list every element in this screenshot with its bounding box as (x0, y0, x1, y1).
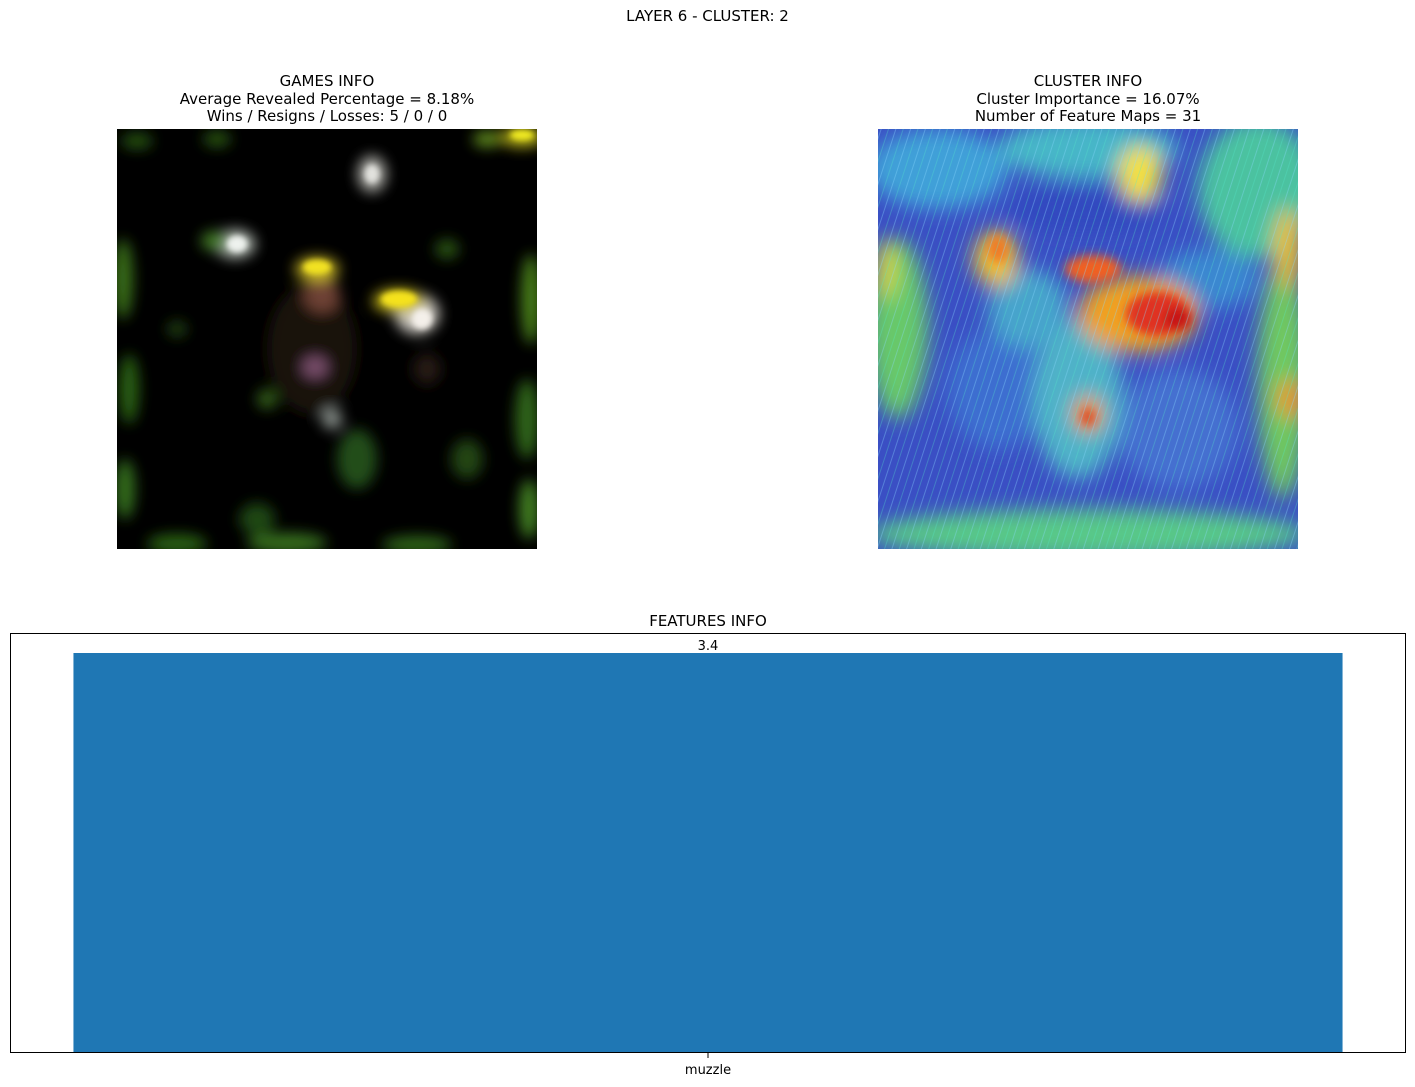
plot-frame (10, 633, 1406, 1053)
bar-value-label: 3.4 (698, 639, 719, 654)
revealed-dog-image (117, 129, 537, 549)
games-info-title-block: GAMES INFO Average Revealed Percentage =… (117, 72, 537, 126)
cluster-info-title: CLUSTER INFO (1033, 72, 1143, 90)
average-revealed-percentage: Average Revealed Percentage = 8.18% (179, 89, 475, 108)
number-of-feature-maps: Number of Feature Maps = 31 (974, 107, 1202, 125)
cluster-importance: Cluster Importance = 16.07% (976, 89, 1200, 108)
cluster-info-title-block: CLUSTER INFO Cluster Importance = 16.07%… (878, 72, 1298, 126)
wins-resigns-losses: Wins / Resigns / Losses: 5 / 0 / 0 (206, 107, 448, 125)
features-info-title: FEATURES INFO (649, 612, 767, 630)
x-tick-label: muzzle (685, 1063, 731, 1078)
cluster-heatmap-image (878, 129, 1298, 549)
figure-title: LAYER 6 - CLUSTER: 2 (626, 7, 789, 25)
bar-muzzle (73, 653, 1343, 1053)
games-info-title: GAMES INFO (279, 72, 375, 90)
